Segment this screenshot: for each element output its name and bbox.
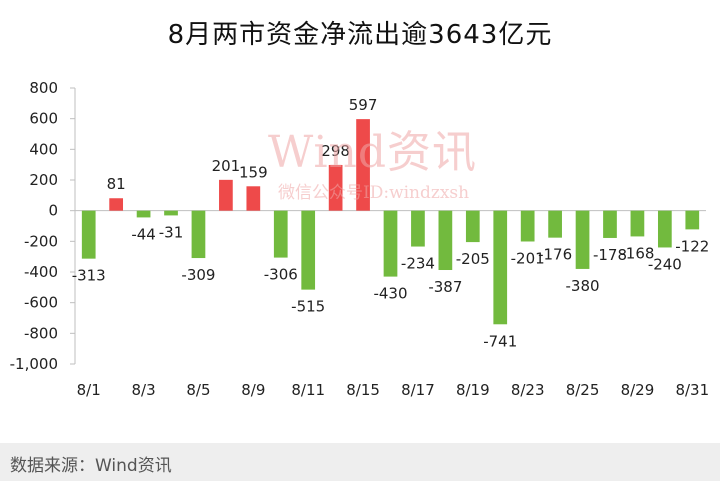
- data-label: -176: [538, 246, 572, 264]
- bars: [81, 119, 700, 325]
- bar: [383, 210, 398, 277]
- x-tick-label: 8/5: [186, 381, 210, 399]
- x-tick-label: 8/23: [511, 381, 545, 399]
- x-tick-label: 8/29: [621, 381, 655, 399]
- data-label: -201: [511, 249, 545, 267]
- bar: [575, 210, 590, 269]
- bar: [548, 210, 562, 238]
- data-label: -313: [72, 267, 106, 285]
- y-tick-label: -400: [24, 263, 58, 281]
- data-label: 81: [107, 175, 126, 193]
- data-label: -205: [456, 250, 490, 268]
- bar: [246, 186, 261, 211]
- y-tick-label: -600: [24, 294, 58, 312]
- bar: [191, 210, 206, 259]
- x-tick-label: 8/25: [566, 381, 600, 399]
- x-tick-label: 8/9: [241, 381, 265, 399]
- bar: [685, 210, 700, 230]
- data-label: -234: [401, 255, 435, 273]
- data-label: -387: [428, 278, 462, 296]
- bar: [273, 210, 288, 258]
- source-note: 数据来源：Wind资讯: [10, 456, 172, 476]
- x-axis: 8/1 8/3 8/5 8/9 8/11 8/15 8/17 8/19 8/23 8/25 8/29…: [75, 210, 709, 399]
- data-label: -306: [264, 266, 298, 284]
- x-tick-label: 8/3: [132, 381, 156, 399]
- chart-title: 8月两市资金净流出逾3643亿元: [167, 20, 553, 50]
- x-tick-label: 8/31: [675, 381, 709, 399]
- data-label: -309: [181, 266, 215, 284]
- bar: [411, 210, 425, 247]
- y-tick-label: -1,000: [10, 355, 58, 373]
- data-label: -168: [620, 244, 654, 262]
- footer: 数据来源：Wind资讯: [0, 443, 720, 481]
- bar: [109, 198, 124, 211]
- data-label: -122: [675, 237, 709, 255]
- data-label: 159: [239, 163, 268, 181]
- bar: [603, 210, 617, 238]
- data-label: -178: [593, 246, 627, 264]
- data-label: 597: [349, 96, 378, 114]
- bar: [657, 210, 672, 248]
- bar: [164, 210, 178, 216]
- x-tick-label: 8/1: [77, 381, 101, 399]
- x-tick-label: 8/11: [291, 381, 325, 399]
- bar: [438, 210, 453, 271]
- data-label: -240: [648, 255, 682, 273]
- y-tick-label: -200: [24, 232, 58, 250]
- x-tick-label: 8/19: [456, 381, 490, 399]
- x-tick-label: 8/17: [401, 381, 435, 399]
- bar: [520, 210, 535, 242]
- y-axis: 800 600 400 200 0 -200 -400 -600 -800 -1,000: [10, 79, 76, 373]
- data-label: 298: [321, 142, 350, 160]
- y-tick-label: 800: [29, 79, 58, 97]
- y-tick-label: 600: [29, 110, 58, 128]
- data-label: -380: [566, 277, 600, 295]
- bar: [356, 119, 370, 211]
- bar: [136, 210, 151, 218]
- data-label: -31: [159, 223, 184, 241]
- y-tick-label: -800: [24, 324, 58, 342]
- y-tick-label: 400: [29, 140, 58, 158]
- data-label: -430: [373, 285, 407, 303]
- bar: [219, 179, 233, 211]
- data-label: -44: [131, 225, 156, 243]
- y-tick-label: 200: [29, 171, 58, 189]
- bar: [630, 210, 645, 237]
- data-label: -515: [291, 298, 325, 316]
- data-label: 201: [212, 157, 241, 175]
- bar: [465, 210, 480, 243]
- data-label: -741: [483, 332, 517, 350]
- y-tick-label: 0: [48, 202, 58, 220]
- bar: [81, 210, 96, 259]
- x-tick-label: 8/15: [346, 381, 380, 399]
- bar: [328, 164, 343, 211]
- bar: [301, 210, 316, 290]
- bar: [493, 210, 508, 325]
